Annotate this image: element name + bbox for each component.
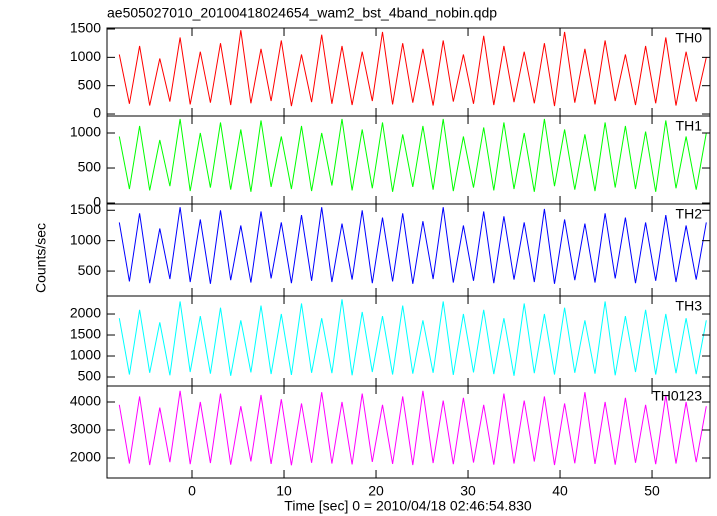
y-tick-label: 1500 [70, 20, 101, 36]
panel-frame [106, 385, 711, 479]
panel-frame [106, 27, 711, 117]
panel-label: TH3 [676, 298, 703, 314]
x-tick-label: 0 [188, 483, 196, 499]
y-tick-label: 4000 [70, 393, 101, 409]
light-curve [118, 207, 707, 284]
x-tick-label: 30 [460, 483, 476, 499]
y-tick-label: 500 [78, 159, 102, 175]
y-tick-label: 1000 [70, 48, 101, 64]
panel-label: TH2 [676, 206, 703, 222]
y-tick-label: 500 [78, 262, 102, 278]
x-tick-label: 50 [644, 483, 660, 499]
y-tick-label: 1500 [70, 326, 101, 342]
x-tick-label: 10 [276, 483, 292, 499]
x-axis-label: Time [sec] 0 = 2010/04/18 02:46:54.830 [284, 498, 532, 514]
y-tick-label: 2000 [70, 305, 101, 321]
chart-title: ae505027010_20100418024654_wam2_bst_4ban… [107, 5, 497, 21]
panel-label: TH0123 [652, 388, 702, 404]
light-curve [118, 30, 707, 107]
y-tick-label: 0 [93, 105, 101, 121]
light-curve [118, 118, 707, 192]
x-tick-label: 40 [552, 483, 568, 499]
y-tick-label: 1000 [70, 231, 101, 247]
y-tick-label: 0 [93, 194, 101, 210]
y-tick-label: 1000 [70, 347, 101, 363]
y-tick-label: 3000 [70, 421, 101, 437]
light-curve [118, 390, 707, 466]
light-curve [118, 299, 707, 376]
y-tick-label: 1000 [70, 124, 101, 140]
y-tick-label: 2000 [70, 449, 101, 465]
y-tick-label: 500 [78, 368, 102, 384]
y-tick-label: 1500 [70, 201, 101, 217]
y-tick-label: 500 [78, 76, 102, 92]
x-tick-label: 20 [368, 483, 384, 499]
panel-label: TH0 [676, 30, 703, 46]
y-axis-label: Counts/sec [33, 223, 49, 293]
panel-label: TH1 [676, 118, 703, 134]
panel-frame [106, 295, 711, 387]
